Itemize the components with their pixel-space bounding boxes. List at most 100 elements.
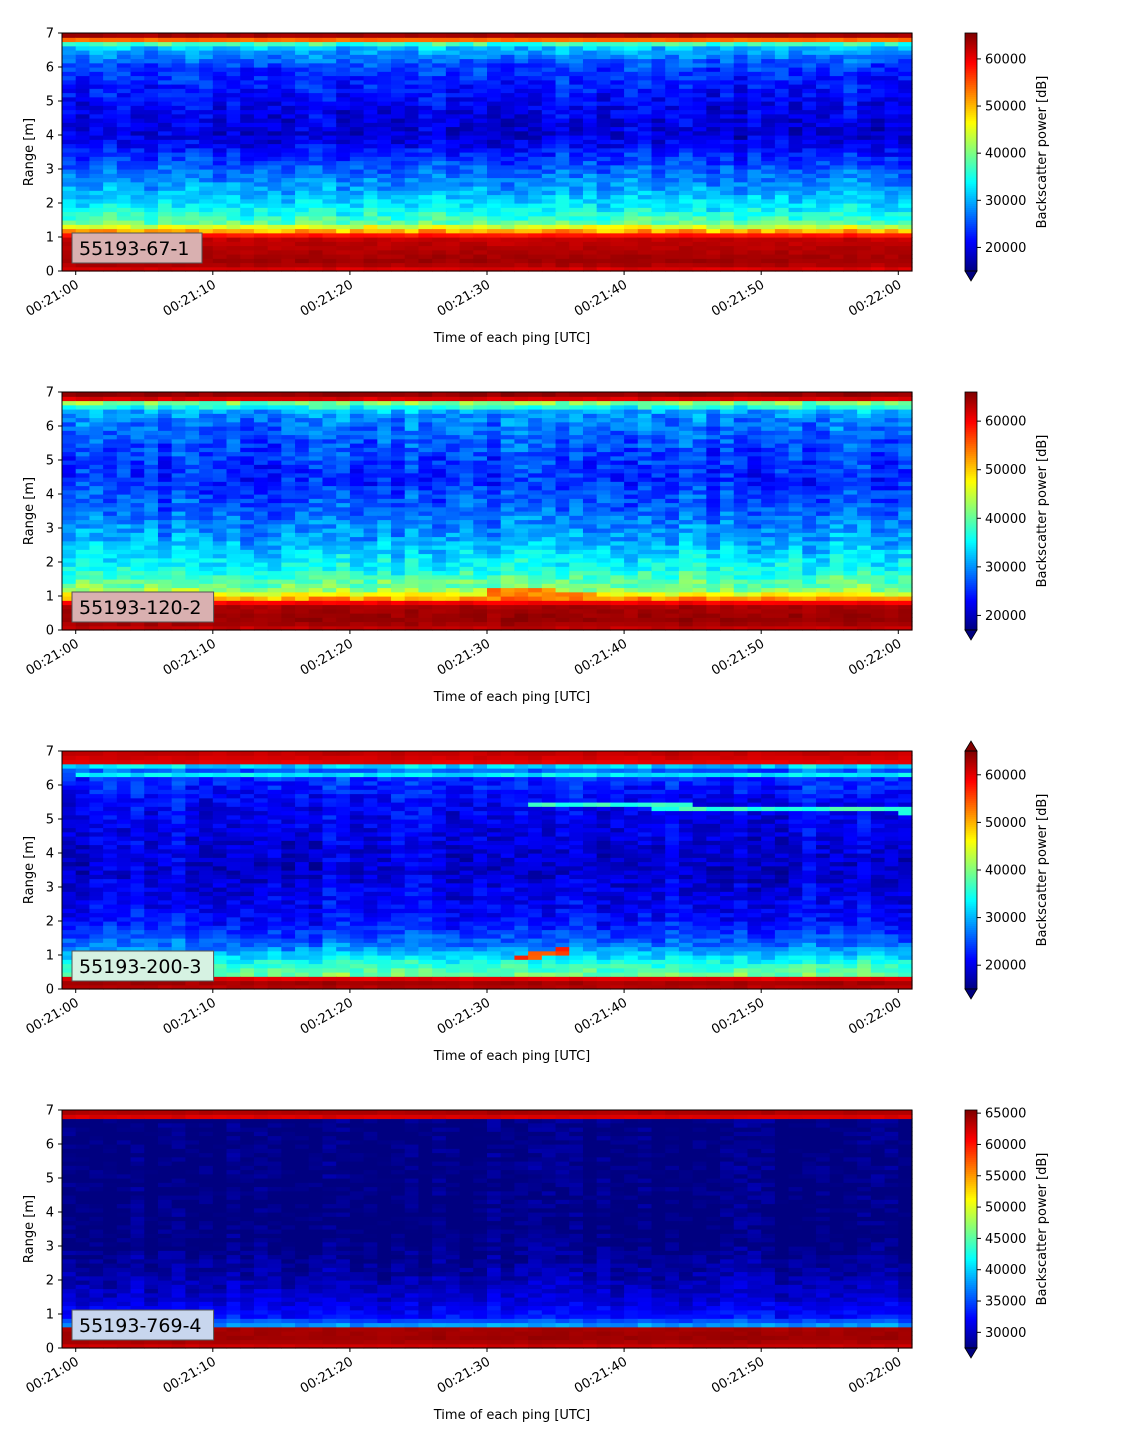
heatmap-cell bbox=[829, 254, 845, 259]
heatmap-cell bbox=[144, 545, 159, 550]
heatmap-cell bbox=[432, 181, 447, 187]
heatmap-cell bbox=[363, 570, 378, 576]
heatmap-cell bbox=[528, 224, 543, 230]
heatmap-cell bbox=[267, 58, 282, 64]
heatmap-cell bbox=[240, 426, 255, 431]
heatmap-cell bbox=[445, 262, 461, 268]
heatmap-cell bbox=[349, 54, 365, 60]
heatmap-cell bbox=[62, 164, 77, 170]
heatmap-cell bbox=[802, 135, 817, 140]
colorbar-segment bbox=[965, 183, 977, 187]
heatmap-cell bbox=[802, 258, 817, 264]
heatmap-cell bbox=[651, 249, 666, 255]
colorbar-segment bbox=[965, 100, 977, 103]
heatmap-cell bbox=[267, 557, 282, 563]
heatmap-cell bbox=[678, 169, 694, 174]
heatmap-cell bbox=[144, 396, 159, 402]
heatmap-cell bbox=[212, 532, 228, 538]
heatmap-cell bbox=[212, 88, 228, 94]
heatmap-cell bbox=[171, 67, 186, 72]
heatmap-cell bbox=[733, 113, 749, 119]
heatmap-cell bbox=[377, 608, 392, 614]
heatmap-cell bbox=[308, 164, 324, 170]
heatmap-cell bbox=[253, 237, 269, 242]
heatmap-cell bbox=[391, 617, 406, 623]
heatmap-cell bbox=[171, 266, 186, 272]
heatmap-cell bbox=[185, 147, 200, 153]
heatmap-cell bbox=[404, 215, 420, 221]
heatmap-cell bbox=[281, 621, 296, 627]
heatmap-cell bbox=[130, 443, 145, 448]
heatmap-cell bbox=[569, 254, 584, 259]
heatmap-cell bbox=[445, 139, 461, 145]
heatmap-cell bbox=[569, 194, 584, 200]
heatmap-cell bbox=[418, 198, 433, 204]
heatmap-cell bbox=[377, 237, 392, 242]
heatmap-cell bbox=[89, 118, 104, 123]
heatmap-cell bbox=[500, 75, 516, 81]
heatmap-cell bbox=[103, 143, 118, 149]
heatmap-cell bbox=[541, 79, 557, 85]
heatmap-cell bbox=[75, 181, 91, 187]
heatmap-cell bbox=[281, 515, 296, 521]
heatmap-cell bbox=[445, 41, 461, 47]
heatmap-cell bbox=[253, 421, 269, 427]
heatmap-cell bbox=[487, 224, 502, 230]
heatmap-cell bbox=[459, 62, 474, 68]
heatmap-cell bbox=[870, 126, 886, 132]
heatmap-cell bbox=[157, 400, 173, 406]
heatmap-cell bbox=[774, 54, 790, 60]
heatmap-cell bbox=[665, 113, 680, 119]
heatmap-cell bbox=[171, 485, 186, 491]
heatmap-cell bbox=[157, 92, 173, 98]
heatmap-cell bbox=[541, 58, 557, 64]
heatmap-cell bbox=[281, 79, 296, 85]
heatmap-cell bbox=[185, 122, 200, 128]
heatmap-cell bbox=[445, 203, 461, 208]
heatmap-cell bbox=[541, 135, 557, 140]
heatmap-cell bbox=[624, 160, 639, 166]
heatmap-cell bbox=[541, 75, 557, 81]
heatmap-cell bbox=[541, 105, 557, 111]
heatmap-cell bbox=[706, 54, 721, 60]
heatmap-cell bbox=[295, 464, 310, 470]
heatmap-cell bbox=[185, 455, 200, 461]
heatmap-cell bbox=[308, 472, 324, 478]
heatmap-cell bbox=[281, 177, 296, 183]
heatmap-cell bbox=[336, 220, 351, 225]
heatmap-cell bbox=[788, 262, 803, 268]
heatmap-cell bbox=[665, 207, 680, 213]
heatmap-cell bbox=[281, 71, 296, 77]
heatmap-cell bbox=[445, 79, 461, 85]
heatmap-cell bbox=[884, 164, 899, 170]
heatmap-cell bbox=[322, 417, 337, 423]
heatmap-cell bbox=[185, 173, 200, 179]
heatmap-cell bbox=[843, 173, 858, 179]
colorbar-segment bbox=[965, 259, 977, 262]
heatmap-cell bbox=[582, 232, 598, 238]
heatmap-cell bbox=[747, 58, 762, 64]
heatmap-cell bbox=[144, 417, 159, 423]
heatmap-cell bbox=[747, 160, 762, 166]
heatmap-cell bbox=[130, 45, 145, 51]
heatmap-cell bbox=[267, 532, 282, 538]
heatmap-cell bbox=[514, 156, 529, 162]
heatmap-cell bbox=[62, 84, 77, 89]
colorbar-segment bbox=[965, 130, 977, 133]
heatmap-cell bbox=[651, 130, 666, 136]
heatmap-cell bbox=[857, 143, 872, 149]
heatmap-cell bbox=[870, 177, 886, 183]
heatmap-cell bbox=[144, 511, 159, 516]
heatmap-cell bbox=[761, 147, 776, 153]
heatmap-cell bbox=[281, 109, 296, 115]
heatmap-cell bbox=[404, 84, 420, 89]
heatmap-cell bbox=[103, 67, 118, 72]
heatmap-cell bbox=[212, 443, 228, 448]
heatmap-cell bbox=[89, 443, 104, 448]
heatmap-cell bbox=[226, 198, 241, 204]
heatmap-cell bbox=[747, 41, 762, 47]
heatmap-cell bbox=[610, 173, 625, 179]
heatmap-cell bbox=[761, 262, 776, 268]
heatmap-cell bbox=[130, 464, 145, 470]
heatmap-cell bbox=[733, 71, 749, 77]
